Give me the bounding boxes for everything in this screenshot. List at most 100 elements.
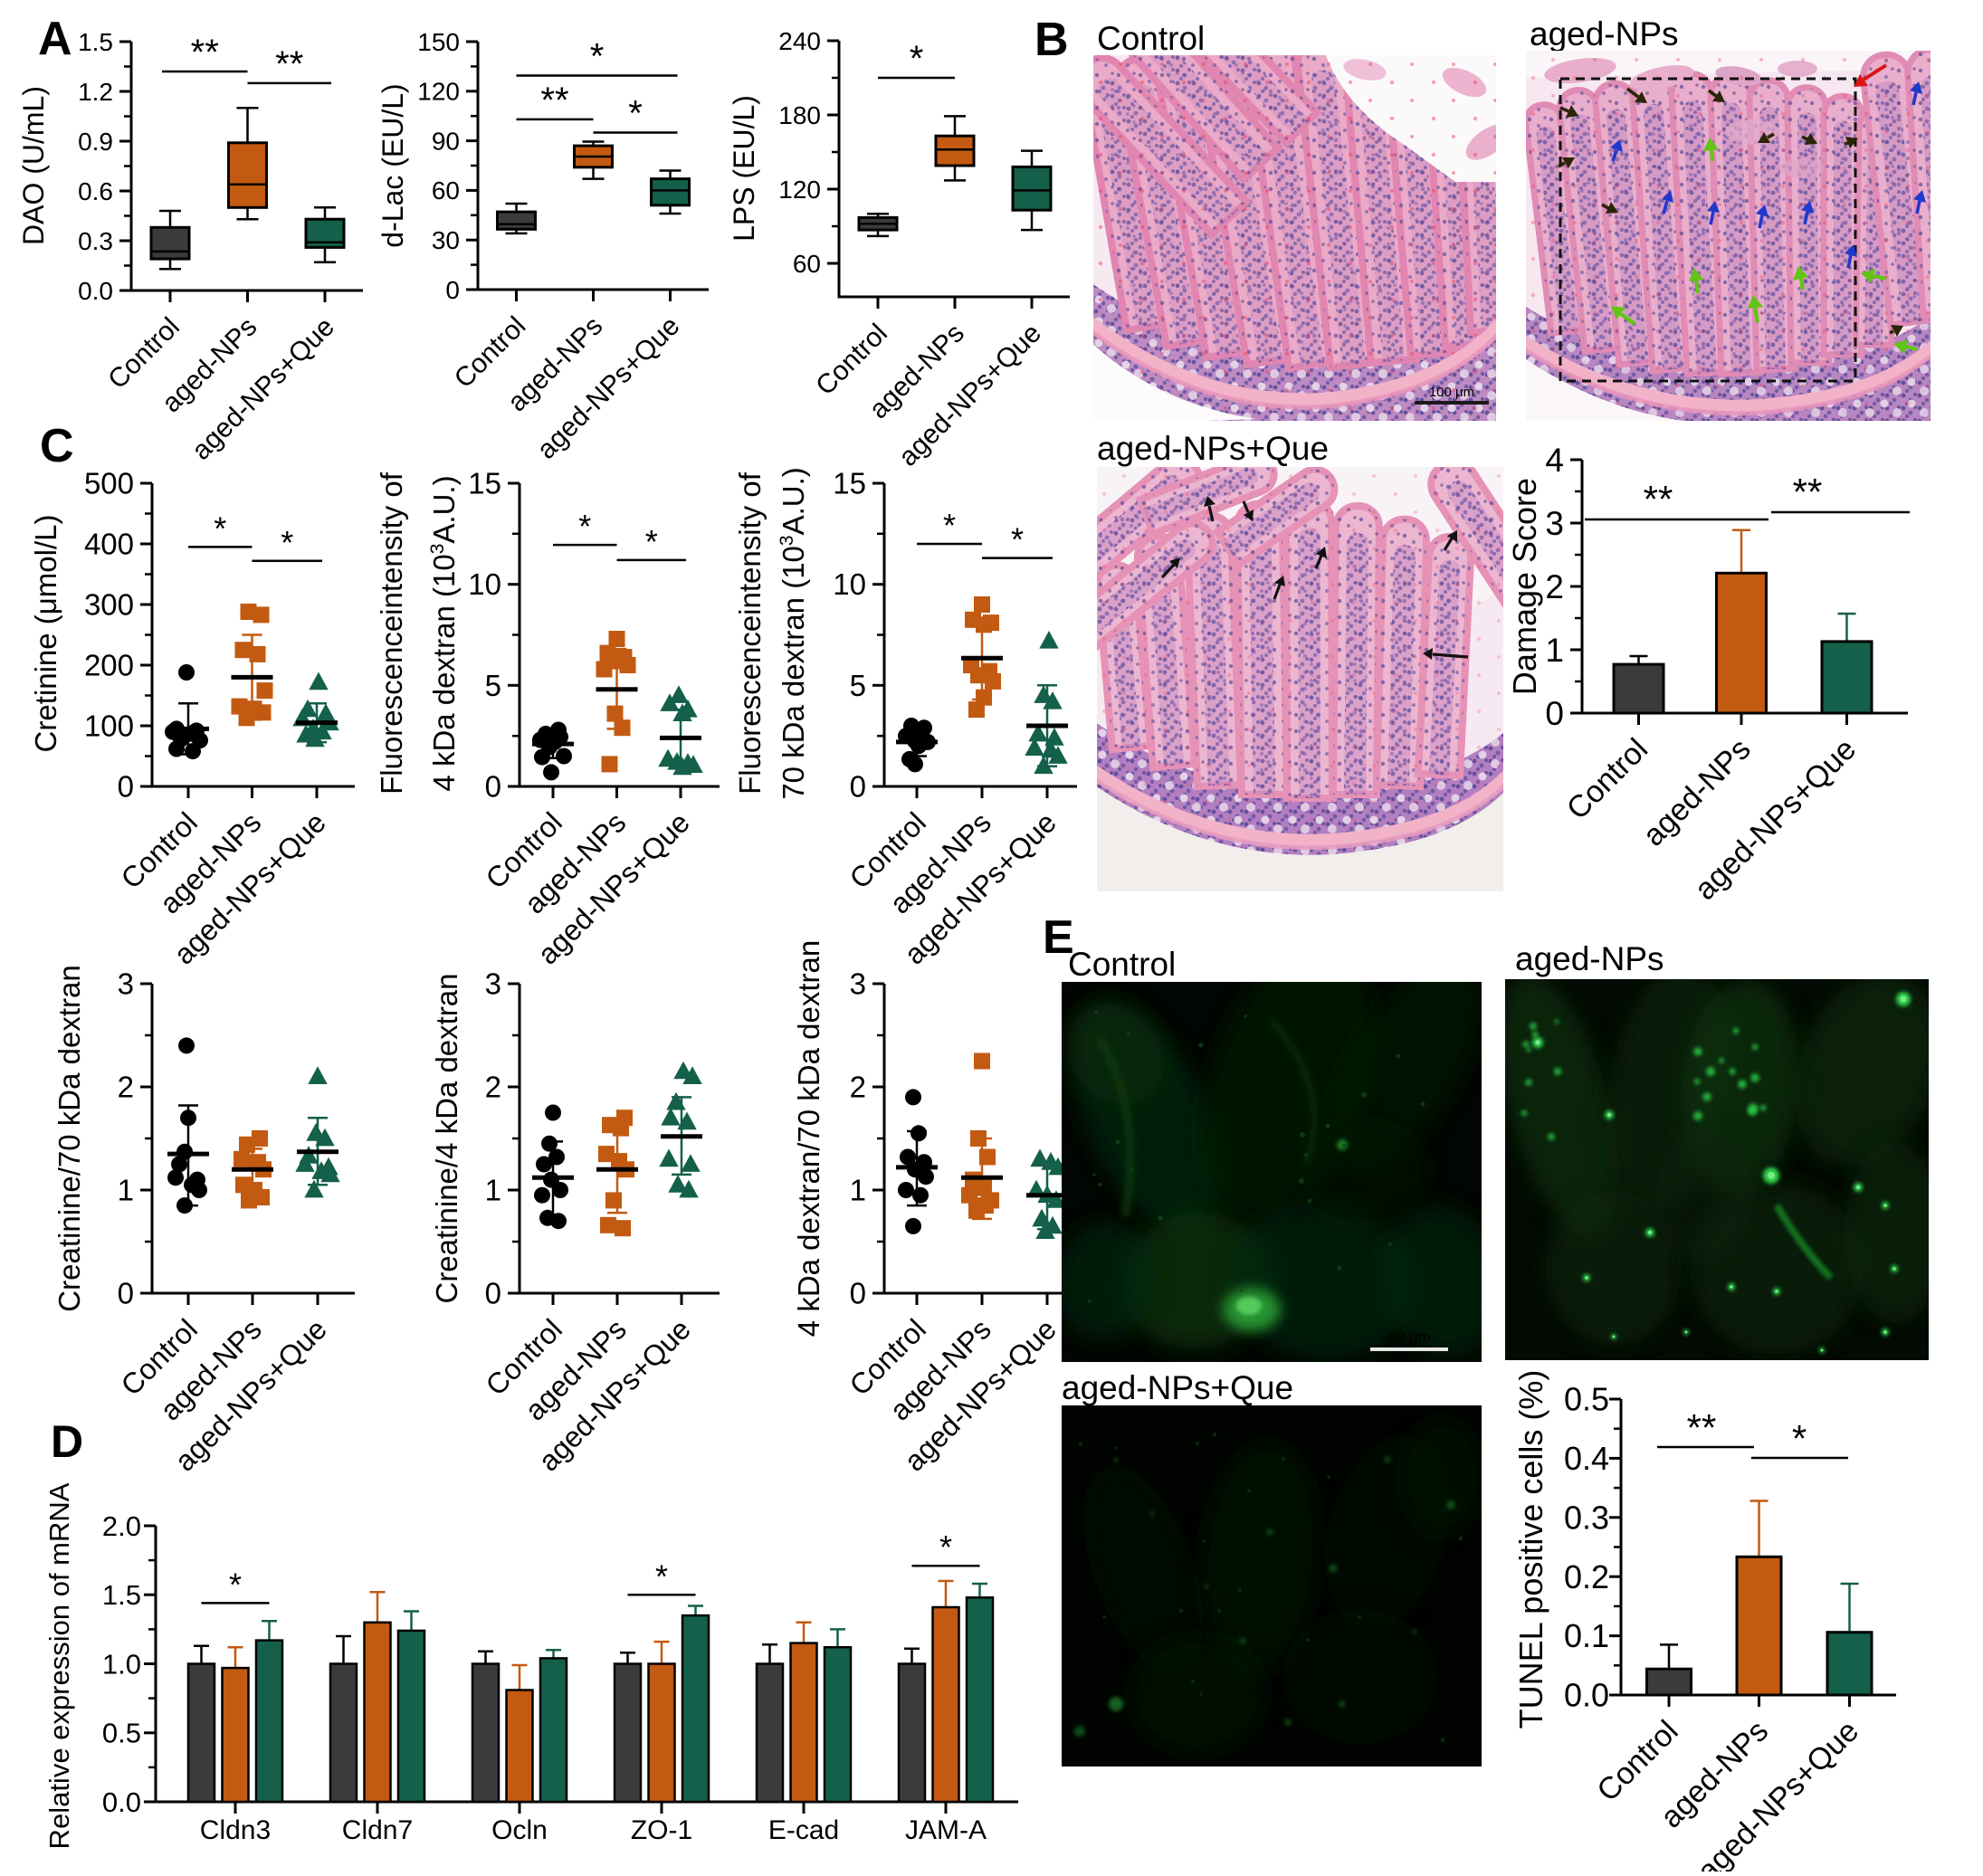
svg-text:0: 0	[850, 770, 866, 804]
svg-text:Relative expression of mRNA: Relative expression of mRNA	[43, 1482, 75, 1849]
svg-text:3: 3	[485, 967, 501, 1001]
svg-text:aged-NPs+Que: aged-NPs+Que	[1097, 430, 1329, 467]
svg-text:Fluorescenceintensity of: Fluorescenceintensity of	[733, 471, 767, 795]
svg-text:15: 15	[833, 467, 866, 500]
svg-text:3: 3	[118, 967, 134, 1001]
svg-text:3: 3	[850, 967, 866, 1001]
svg-text:0.6: 0.6	[78, 177, 113, 205]
svg-text:60: 60	[793, 250, 821, 278]
svg-text:*: *	[578, 508, 591, 545]
svg-text:LPS (EU/L): LPS (EU/L)	[728, 95, 760, 242]
svg-text:*: *	[1011, 521, 1024, 558]
svg-text:1.2: 1.2	[78, 78, 113, 106]
svg-text:DAO (U/mL): DAO (U/mL)	[17, 86, 50, 245]
svg-text:10: 10	[833, 567, 866, 601]
svg-text:Control: Control	[1097, 20, 1205, 57]
svg-text:0: 0	[850, 1277, 866, 1310]
svg-text:1.5: 1.5	[78, 28, 113, 56]
svg-text:0.4: 0.4	[1564, 1440, 1609, 1477]
svg-text:0.5: 0.5	[102, 1718, 141, 1749]
svg-text:5: 5	[850, 669, 866, 702]
svg-text:*: *	[214, 509, 226, 547]
svg-text:JAM-A: JAM-A	[905, 1815, 987, 1845]
svg-text:aged-NPs: aged-NPs	[1530, 15, 1679, 52]
svg-text:0.5: 0.5	[1564, 1381, 1609, 1418]
svg-text:*: *	[590, 36, 605, 76]
svg-text:Control: Control	[1068, 946, 1176, 983]
svg-text:Ocln: Ocln	[491, 1815, 548, 1845]
svg-text:0.9: 0.9	[78, 128, 113, 156]
svg-text:120: 120	[417, 78, 460, 106]
svg-text:*: *	[655, 1557, 668, 1595]
svg-text:500: 500	[84, 467, 134, 500]
svg-text:60: 60	[432, 176, 460, 205]
svg-text:0.0: 0.0	[78, 277, 113, 305]
svg-text:d-Lac (EU/L): d-Lac (EU/L)	[377, 83, 409, 247]
svg-text:2: 2	[850, 1071, 866, 1104]
svg-text:*: *	[628, 93, 643, 133]
svg-text:4 kDa dextran/70 kDa dextran: 4 kDa dextran/70 kDa dextran	[792, 940, 825, 1337]
svg-text:aged-NPs+Que: aged-NPs+Que	[1062, 1369, 1293, 1406]
svg-text:*: *	[910, 39, 924, 79]
svg-text:2: 2	[118, 1071, 134, 1104]
svg-text:0: 0	[445, 276, 460, 304]
svg-text:15: 15	[468, 467, 501, 500]
svg-text:4: 4	[1545, 442, 1564, 479]
svg-text:2.0: 2.0	[102, 1510, 141, 1542]
svg-text:Damage Score: Damage Score	[1506, 478, 1543, 695]
svg-text:2: 2	[485, 1071, 501, 1104]
svg-text:0: 0	[118, 1277, 134, 1310]
svg-text:TUNEL positive cells (%): TUNEL positive cells (%)	[1512, 1370, 1549, 1729]
svg-text:0.1: 0.1	[1564, 1617, 1609, 1654]
svg-text:0: 0	[485, 1277, 501, 1310]
svg-text:1: 1	[118, 1174, 134, 1207]
svg-text:0.2: 0.2	[1564, 1558, 1609, 1595]
svg-text:1: 1	[850, 1174, 866, 1207]
svg-text:5: 5	[485, 669, 501, 702]
svg-text:C: C	[40, 420, 74, 472]
svg-text:1.5: 1.5	[102, 1579, 141, 1611]
svg-text:**: **	[1793, 471, 1823, 513]
svg-text:70 kDa dextran (103A.U.): 70 kDa dextran (103A.U.)	[777, 467, 810, 800]
svg-text:aged-NPs: aged-NPs	[1515, 940, 1664, 977]
svg-text:2: 2	[1545, 568, 1564, 605]
svg-text:30: 30	[432, 226, 460, 254]
svg-text:*: *	[281, 524, 293, 561]
svg-text:**: **	[540, 81, 568, 120]
svg-text:3: 3	[1545, 505, 1564, 542]
svg-text:1: 1	[1545, 632, 1564, 669]
svg-text:100 μm: 100 μm	[1429, 385, 1474, 400]
svg-text:120: 120	[778, 176, 821, 204]
svg-text:Cretinine (μmol/L): Cretinine (μmol/L)	[29, 515, 62, 753]
svg-text:90: 90	[432, 127, 460, 155]
svg-text:Creatinine/70 kDa dextran: Creatinine/70 kDa dextran	[52, 965, 86, 1311]
svg-text:Fluorescenceintensity of: Fluorescenceintensity of	[375, 471, 408, 795]
svg-text:0.3: 0.3	[1564, 1499, 1609, 1536]
svg-text:Cldn3: Cldn3	[200, 1815, 271, 1845]
svg-text:300: 300	[84, 588, 134, 622]
svg-text:0.0: 0.0	[102, 1786, 141, 1818]
svg-text:150: 150	[417, 28, 460, 56]
svg-text:50 μm: 50 μm	[1387, 1328, 1431, 1346]
svg-text:Creatinine/4 kDa dextran: Creatinine/4 kDa dextran	[430, 973, 463, 1303]
svg-text:E: E	[1043, 911, 1074, 964]
svg-text:1: 1	[485, 1174, 501, 1207]
svg-text:*: *	[1792, 1417, 1807, 1460]
svg-text:10: 10	[468, 567, 501, 601]
svg-text:B: B	[1034, 14, 1069, 66]
svg-text:1.0: 1.0	[102, 1648, 141, 1680]
svg-text:0: 0	[485, 770, 501, 804]
svg-text:*: *	[229, 1566, 242, 1603]
svg-text:*: *	[645, 523, 658, 560]
svg-text:**: **	[1644, 478, 1673, 520]
svg-text:**: **	[191, 33, 219, 72]
svg-text:0.0: 0.0	[1564, 1677, 1609, 1714]
svg-text:A: A	[38, 13, 72, 65]
svg-text:*: *	[939, 1528, 952, 1566]
svg-text:240: 240	[778, 27, 821, 55]
svg-text:**: **	[275, 44, 303, 84]
svg-text:E-cad: E-cad	[768, 1815, 839, 1845]
svg-text:200: 200	[84, 649, 134, 682]
svg-text:0: 0	[118, 770, 134, 804]
svg-text:Cldn7: Cldn7	[342, 1815, 413, 1845]
